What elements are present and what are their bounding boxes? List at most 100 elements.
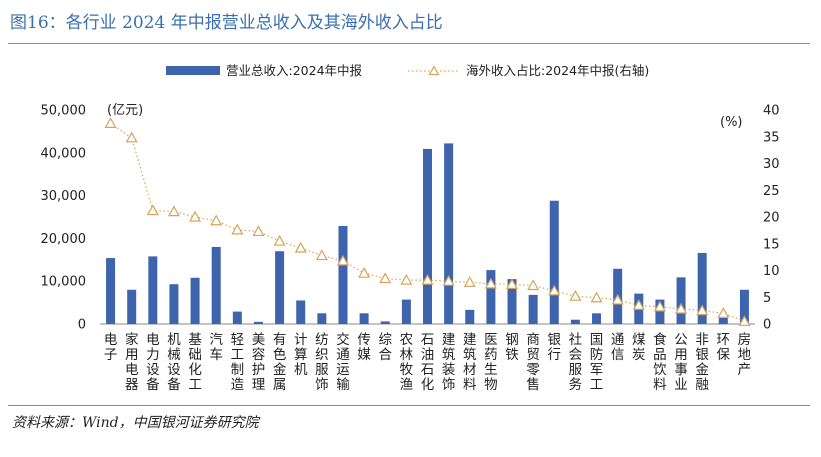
line-point xyxy=(505,278,519,290)
y-left-tick-label: 0 xyxy=(78,318,86,333)
line-series xyxy=(104,117,751,326)
category-label-char: 汽 xyxy=(209,332,223,348)
line-point xyxy=(231,223,244,235)
bar xyxy=(253,321,263,324)
bar xyxy=(486,270,496,324)
bar xyxy=(423,148,432,324)
category-label-char: 理 xyxy=(252,377,266,393)
line-point xyxy=(653,300,666,312)
line-point xyxy=(611,293,624,305)
category-label-char: 务 xyxy=(569,377,583,393)
y-left-tick-label: 20,000 xyxy=(41,232,87,247)
category-label-char: 公 xyxy=(674,332,688,348)
bar xyxy=(718,318,728,324)
category-label-char: 信 xyxy=(611,347,625,363)
category-label-char: 电 xyxy=(125,362,139,378)
bar xyxy=(148,256,158,324)
category-label-char: 运 xyxy=(336,362,350,378)
category-label-char: 社 xyxy=(569,332,583,348)
category-label-char: 有 xyxy=(273,332,287,348)
category-label-char: 器 xyxy=(125,377,139,393)
category-label-char: 础 xyxy=(188,347,202,363)
category-label-char: 化 xyxy=(188,362,202,378)
category-label-char: 用 xyxy=(674,347,688,363)
legend-triangle-marker xyxy=(428,65,440,76)
category-label-char: 房 xyxy=(738,332,752,348)
category-label-char: 工 xyxy=(590,377,604,393)
category-label-char: 行 xyxy=(548,347,562,363)
category-label-char: 合 xyxy=(378,347,392,363)
category-label-char: 织 xyxy=(315,347,329,363)
line-point xyxy=(358,266,371,278)
category-label-char: 保 xyxy=(717,347,731,363)
y-right-tick-label: 40 xyxy=(763,104,780,119)
category-label-char: 机 xyxy=(167,332,181,348)
category-label-char: 建 xyxy=(463,332,477,348)
category-label-char: 车 xyxy=(209,346,223,363)
bar xyxy=(169,284,179,324)
bar xyxy=(275,251,285,324)
category-label-char: 综 xyxy=(378,332,392,348)
category-label-char: 设 xyxy=(146,362,160,378)
line-point xyxy=(590,291,603,303)
category-label-char: 军 xyxy=(590,362,604,378)
category-label-char: 建 xyxy=(442,332,456,348)
bar xyxy=(697,252,707,324)
category-label-char: 交 xyxy=(336,331,350,348)
category-label-char: 料 xyxy=(463,377,477,393)
category-label-char: 容 xyxy=(252,346,266,363)
category-label-char: 传 xyxy=(357,332,371,348)
bar xyxy=(190,277,200,324)
line-point xyxy=(252,225,265,237)
category-label-char: 制 xyxy=(231,362,245,378)
category-label-char: 地 xyxy=(738,347,752,363)
category-label-char: 筑 xyxy=(463,347,477,363)
category-label-char: 化 xyxy=(421,377,435,393)
category-label-char: 融 xyxy=(695,377,709,393)
category-label-char: 商 xyxy=(526,332,540,348)
left-axis-unit: (亿元) xyxy=(107,103,143,118)
category-label-char: 会 xyxy=(569,347,583,363)
category-label-char: 物 xyxy=(484,377,498,393)
category-label-char: 电 xyxy=(104,332,118,348)
line-point xyxy=(273,234,286,246)
category-label-char: 油 xyxy=(421,347,435,363)
category-label-char: 用 xyxy=(125,347,139,363)
category-label-char: 石 xyxy=(421,332,435,348)
category-label-char: 设 xyxy=(167,362,181,378)
line-point xyxy=(717,307,730,318)
bar xyxy=(570,319,580,324)
y-right-tick-label: 30 xyxy=(763,157,780,172)
y-left-tick-label: 50,000 xyxy=(41,104,87,119)
category-label-char: 工 xyxy=(231,347,245,363)
bar xyxy=(296,300,306,324)
category-label-char: 媒 xyxy=(357,347,371,363)
category-label-char: 子 xyxy=(104,347,118,363)
line-point xyxy=(146,204,159,216)
category-label-char: 金 xyxy=(695,362,709,378)
category-label-char: 饰 xyxy=(315,377,329,393)
y-left-tick-label: 10,000 xyxy=(41,275,87,290)
line-point xyxy=(569,289,582,301)
line-point xyxy=(104,117,117,128)
line-point xyxy=(632,299,645,310)
category-label-char: 饮 xyxy=(653,362,667,378)
bar xyxy=(317,313,327,324)
category-label-char: 药 xyxy=(484,347,498,363)
category-label-char: 造 xyxy=(231,377,245,393)
category-label-char: 装 xyxy=(442,362,456,378)
category-label-char: 银 xyxy=(548,332,562,348)
category-label-char: 售 xyxy=(526,377,540,393)
category-labels: 电子家用电器电力设备机械设备基础化工汽车轻工制造美容护理有色金属计算机纺织服饰交… xyxy=(104,331,752,393)
category-label-char: 备 xyxy=(146,376,160,393)
category-label-char: 机 xyxy=(294,362,308,378)
category-label-char: 通 xyxy=(336,347,350,363)
line-point xyxy=(484,277,497,289)
y-left-tick-label: 40,000 xyxy=(41,146,87,161)
line-point xyxy=(294,241,307,253)
category-label-char: 服 xyxy=(569,362,583,378)
category-label-char: 料 xyxy=(653,377,667,393)
bar xyxy=(655,299,665,324)
y-right-tick-label: 5 xyxy=(763,291,771,306)
